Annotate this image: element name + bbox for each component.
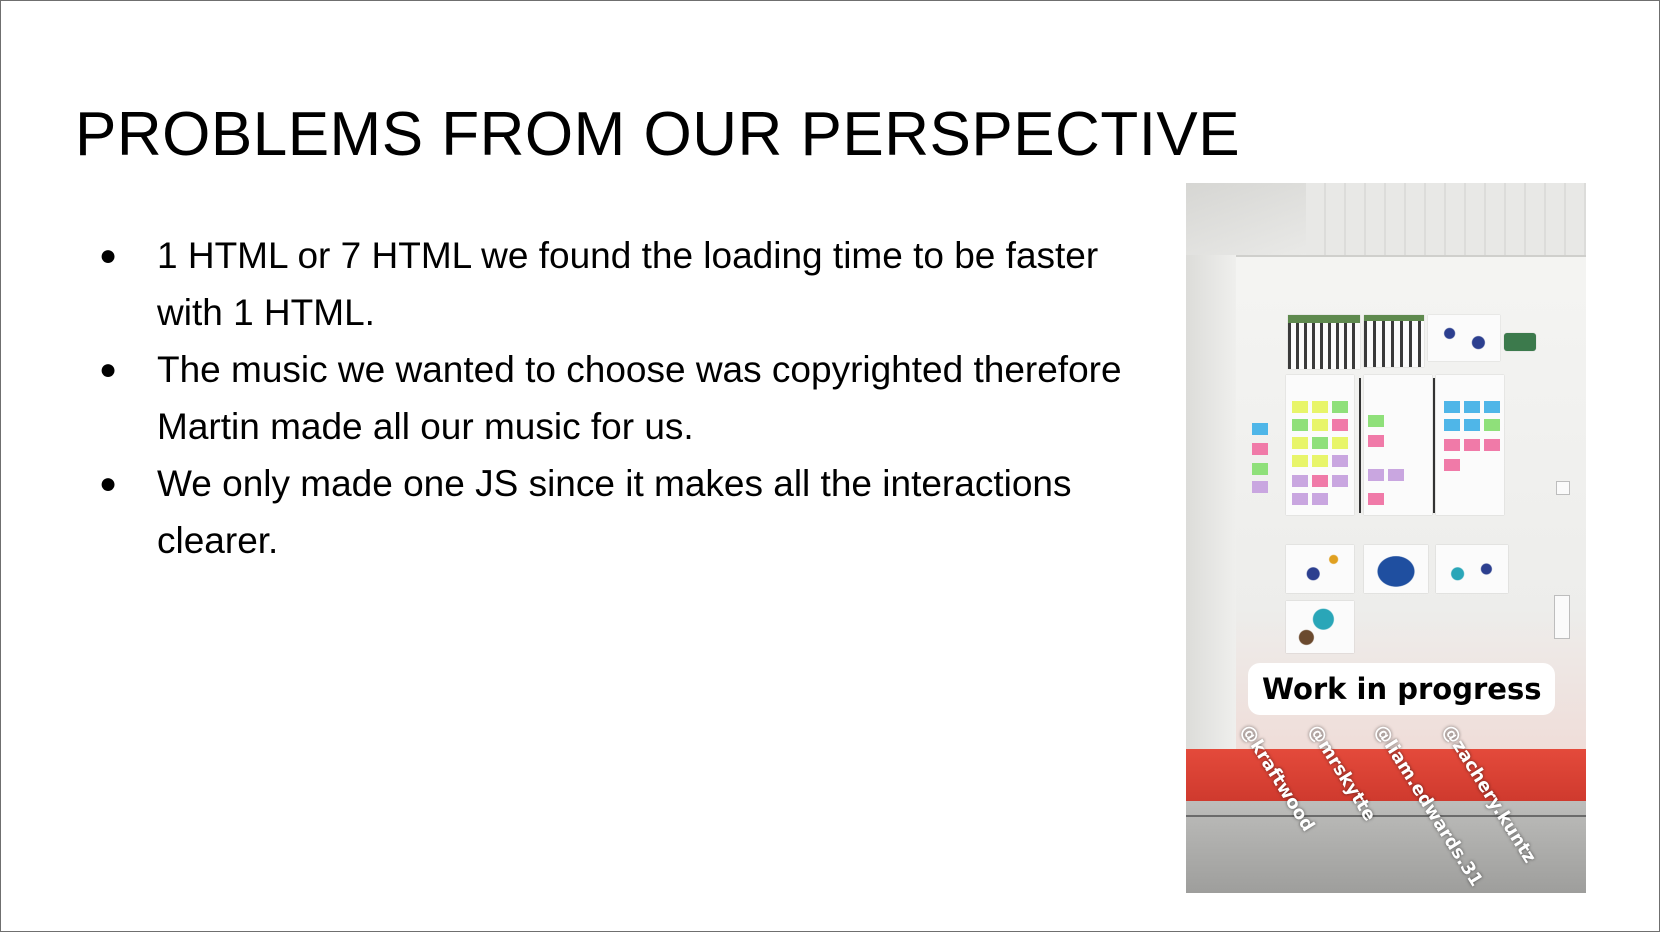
poster-green-block bbox=[1504, 333, 1536, 351]
poster-drawing-1 bbox=[1286, 545, 1354, 593]
light-switch bbox=[1556, 481, 1570, 495]
sticky-note bbox=[1252, 481, 1268, 493]
light-switch bbox=[1554, 595, 1570, 639]
sticky-note bbox=[1368, 469, 1384, 481]
bullet-item: ● 1 HTML or 7 HTML we found the loading … bbox=[93, 227, 1153, 341]
sticky-note bbox=[1444, 419, 1460, 431]
sticky-note bbox=[1464, 419, 1480, 431]
bullet-text: The music we wanted to choose was copyri… bbox=[157, 349, 1122, 447]
sticky-note bbox=[1312, 475, 1328, 487]
sticky-note bbox=[1252, 443, 1268, 455]
poster-drawing-2 bbox=[1436, 545, 1508, 593]
sticky-note bbox=[1332, 475, 1348, 487]
floor bbox=[1186, 801, 1586, 893]
sticky-note bbox=[1484, 439, 1500, 451]
sticky-note bbox=[1312, 455, 1328, 467]
sticky-note bbox=[1444, 439, 1460, 451]
bench-rail bbox=[1186, 815, 1586, 817]
sticky-note bbox=[1444, 459, 1460, 471]
sticky-note bbox=[1368, 435, 1384, 447]
kanban-divider bbox=[1359, 378, 1361, 513]
red-bench bbox=[1186, 749, 1586, 801]
photo-wall-shadow bbox=[1186, 255, 1236, 815]
sticky-note bbox=[1292, 437, 1308, 449]
poster-drawing-3 bbox=[1286, 601, 1354, 653]
bullet-item: ● We only made one JS since it makes all… bbox=[93, 455, 1153, 569]
sticky-note bbox=[1292, 419, 1308, 431]
sticky-note bbox=[1332, 401, 1348, 413]
sticky-note bbox=[1292, 401, 1308, 413]
kanban-divider bbox=[1433, 378, 1435, 513]
sticky-note bbox=[1368, 493, 1384, 505]
bullet-text: 1 HTML or 7 HTML we found the loading ti… bbox=[157, 235, 1099, 333]
bullet-text: We only made one JS since it makes all t… bbox=[157, 463, 1072, 561]
sticky-note bbox=[1312, 437, 1328, 449]
sticky-note bbox=[1292, 493, 1308, 505]
bullet-dot-icon: ● bbox=[99, 353, 118, 386]
sticky-note bbox=[1312, 493, 1328, 505]
sticky-note bbox=[1464, 439, 1480, 451]
poster-forest-2 bbox=[1364, 315, 1424, 367]
sticky-note bbox=[1332, 437, 1348, 449]
photo-caption: Work in progress bbox=[1248, 663, 1556, 715]
sticky-note bbox=[1332, 419, 1348, 431]
sticky-note bbox=[1292, 455, 1308, 467]
sticky-note bbox=[1292, 475, 1308, 487]
sticky-note bbox=[1484, 419, 1500, 431]
sticky-note bbox=[1388, 469, 1404, 481]
bullet-list: ● 1 HTML or 7 HTML we found the loading … bbox=[93, 227, 1153, 569]
sticky-note bbox=[1484, 401, 1500, 413]
photo-ceiling-shadow bbox=[1186, 183, 1306, 255]
sticky-note bbox=[1332, 455, 1348, 467]
sticky-note bbox=[1312, 401, 1328, 413]
sticky-note bbox=[1368, 415, 1384, 427]
work-in-progress-photo: Work in progress @kraftwood @mrskytte @l… bbox=[1186, 183, 1586, 893]
sticky-note bbox=[1444, 401, 1460, 413]
bullet-item: ● The music we wanted to choose was copy… bbox=[93, 341, 1153, 455]
poster-forest bbox=[1288, 315, 1360, 369]
bullet-dot-icon: ● bbox=[99, 467, 118, 500]
sticky-note bbox=[1252, 463, 1268, 475]
sticky-note bbox=[1252, 423, 1268, 435]
poster-shapes bbox=[1428, 315, 1500, 361]
bullet-dot-icon: ● bbox=[99, 239, 118, 272]
slide-title: PROBLEMS FROM OUR PERSPECTIVE bbox=[75, 100, 1241, 169]
sticky-note bbox=[1464, 401, 1480, 413]
poster-telephone bbox=[1364, 545, 1428, 593]
sticky-note bbox=[1312, 419, 1328, 431]
